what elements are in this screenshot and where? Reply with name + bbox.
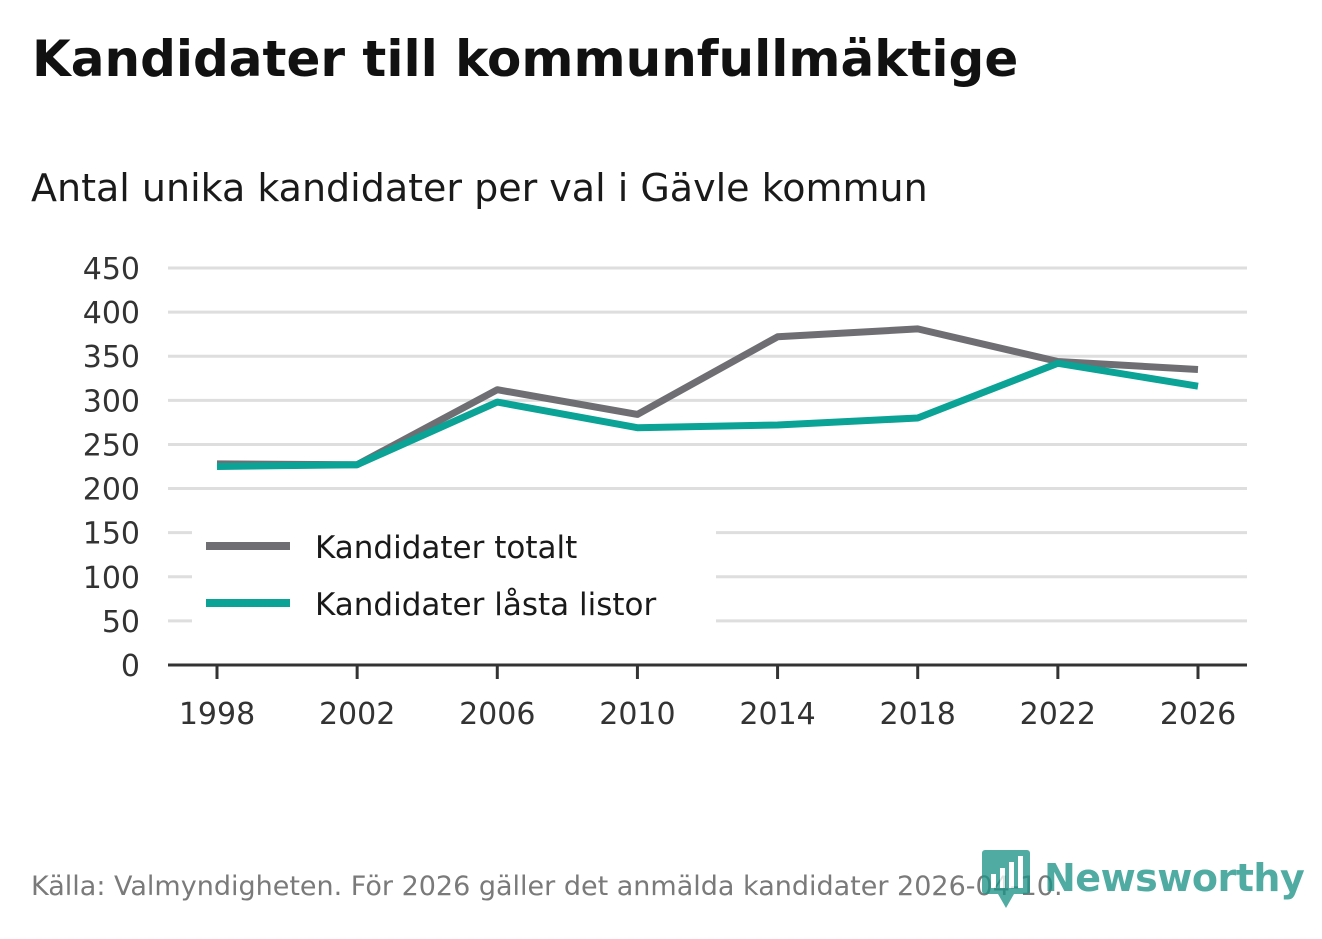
y-tick-label-300: 300 (83, 384, 140, 419)
y-tick-label-450: 450 (83, 252, 140, 287)
brand-logo: Newsworthy (982, 846, 1305, 910)
x-tick-label-2014: 2014 (739, 697, 815, 732)
x-tick-label-2026: 2026 (1160, 697, 1236, 732)
legend-background (192, 522, 716, 626)
brand-name: Newsworthy (1044, 856, 1305, 900)
y-tick-label-50: 50 (102, 605, 140, 640)
y-tick-label-400: 400 (83, 296, 140, 331)
newsworthy-logo-icon (982, 850, 1030, 908)
source-note: Källa: Valmyndigheten. För 2026 gäller d… (31, 871, 1063, 902)
x-axis (168, 663, 1247, 679)
y-tick-label-0: 0 (121, 649, 140, 684)
series-line-kandidater-lasta-listor (216, 359, 1199, 470)
x-tick-label-2010: 2010 (599, 697, 675, 732)
x-tick-label-1998: 1998 (179, 697, 255, 732)
chart-subtitle: Antal unika kandidater per val i Gävle k… (31, 166, 928, 210)
x-tick-label-2002: 2002 (319, 697, 395, 732)
y-axis-labels: 0 50 100 150 200 250 300 350 400 450 (83, 252, 140, 684)
y-tick-label-250: 250 (83, 428, 140, 463)
y-tick-label-150: 150 (83, 517, 140, 552)
x-tick-label-2006: 2006 (459, 697, 535, 732)
legend-label-kandidater-totalt: Kandidater totalt (315, 530, 577, 566)
y-tick-label-200: 200 (83, 473, 140, 508)
y-tick-label-350: 350 (83, 340, 140, 375)
legend: Kandidater totalt Kandidater låsta listo… (192, 522, 716, 626)
x-tick-label-2018: 2018 (880, 697, 956, 732)
y-tick-label-100: 100 (83, 561, 140, 596)
x-axis-labels: 1998 2002 2006 2010 2014 2018 2022 2026 (179, 697, 1236, 732)
x-tick-label-2022: 2022 (1020, 697, 1096, 732)
legend-label-kandidater-lasta-listor: Kandidater låsta listor (315, 587, 656, 623)
chart-title: Kandidater till kommunfullmäktige (32, 30, 1019, 88)
series-lines (216, 325, 1199, 470)
